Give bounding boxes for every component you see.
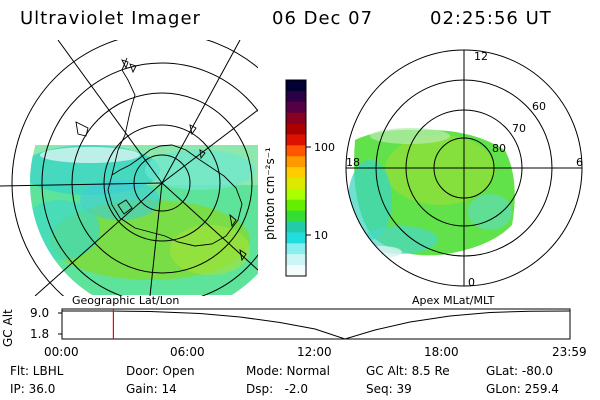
mlt-label-6: 6: [576, 156, 583, 169]
colorbar-band: [286, 265, 306, 277]
colorbar-band: [286, 178, 306, 190]
altitude-xtick-1800: 18:00: [424, 345, 459, 359]
glon-status: GLon: 259.4: [486, 382, 559, 396]
gain-status: Gain: 14: [126, 382, 177, 396]
colorbar-band: [286, 90, 306, 103]
colorbar-unit-label: photon cm⁻²s⁻¹: [263, 147, 277, 240]
colorbar-band: [286, 80, 306, 92]
dsp-status: Dsp: -2.0: [246, 382, 309, 396]
mlt-label-18: 18: [346, 156, 360, 169]
time-label: 02:25:56 UT: [430, 8, 552, 29]
filter-status: Flt: LBHL: [10, 364, 64, 378]
colorbar-band: [286, 156, 306, 168]
altitude-curve: [62, 310, 571, 340]
altitude-xtick-0000: 00:00: [44, 345, 79, 359]
mlat-label-70: 70: [512, 122, 526, 135]
magnetic-caption: Apex MLat/MLT: [412, 294, 495, 307]
colorbar-band: [286, 221, 306, 234]
colorbar-band: [286, 188, 306, 201]
magnetic-polar-plot: 12 18 6 0 60 70 80: [345, 49, 583, 289]
mode-status: Mode: Normal: [246, 364, 330, 378]
altitude-xtick-0600: 06:00: [170, 345, 205, 359]
colorbar-band: [286, 167, 306, 179]
door-status: Door: Open: [126, 364, 195, 378]
colorbar: photon cm⁻²s⁻¹ 100 10: [263, 79, 335, 277]
antarctica-coastline: [75, 57, 247, 262]
mlat-label-60: 60: [532, 100, 546, 113]
colorbar-band: [286, 101, 306, 114]
gc-alt-status: GC Alt: 8.5 Re: [366, 364, 450, 378]
mlt-label-0: 0: [468, 276, 475, 289]
mlat-grid: [345, 49, 583, 287]
geographic-grid: [0, 40, 258, 296]
aurora-image-right: [348, 128, 515, 258]
colorbar-band: [286, 210, 306, 223]
colorbar-band: [286, 232, 306, 244]
colorbar-gradient: [286, 80, 306, 277]
ip-status: IP: 36.0: [10, 382, 56, 396]
altitude-ylabel: GC Alt: [1, 309, 15, 347]
altitude-plot: GC Alt: [1, 308, 571, 347]
date-label: 06 Dec 07: [272, 8, 374, 29]
seq-status: Seq: 39: [366, 382, 412, 396]
colorbar-label-100: 100: [314, 141, 335, 154]
mlat-label-80: 80: [492, 142, 506, 155]
colorbar-label-10: 10: [314, 229, 328, 242]
geographic-map: [0, 40, 258, 296]
colorbar-band: [286, 145, 306, 157]
altitude-ytick-low: 1.8: [30, 327, 50, 341]
mlt-label-12: 12: [474, 50, 488, 63]
altitude-ytick-high: 9.0: [30, 306, 50, 320]
colorbar-band: [286, 112, 306, 125]
geographic-caption: Geographic Lat/Lon: [72, 294, 180, 307]
glat-status: GLat: -80.0: [486, 364, 553, 378]
colorbar-band: [286, 243, 306, 255]
colorbar-band: [286, 123, 306, 136]
colorbar-band: [286, 134, 306, 146]
altitude-xtick-1200: 12:00: [297, 345, 332, 359]
altitude-xtick-2359: 23:59: [552, 345, 587, 359]
instrument-title: Ultraviolet Imager: [20, 8, 201, 29]
colorbar-band: [286, 199, 306, 212]
colorbar-band: [286, 254, 306, 266]
altitude-plot-frame: [61, 308, 571, 340]
aurora-image-left: [30, 145, 258, 295]
